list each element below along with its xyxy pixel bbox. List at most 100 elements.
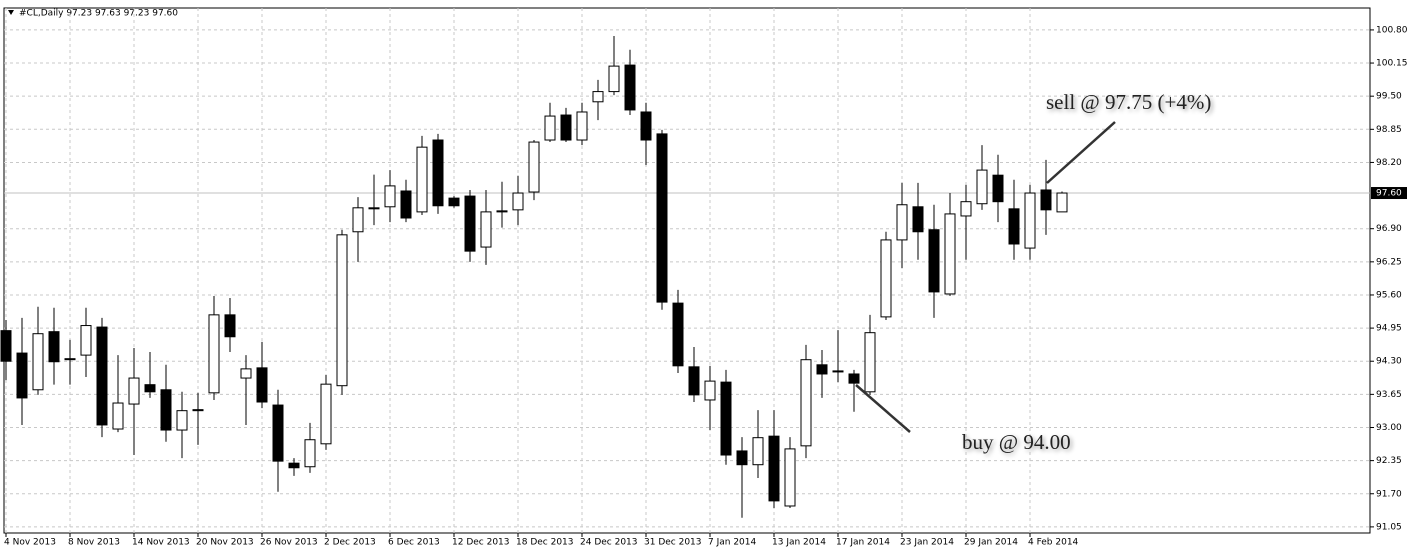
candle-body — [960, 201, 972, 217]
candle-body — [480, 211, 492, 248]
candle-body — [112, 402, 124, 430]
x-tick-label: 2 Dec 2013 — [324, 538, 376, 548]
candle-body — [272, 404, 284, 462]
candle-body — [976, 169, 988, 205]
x-tick-label: 12 Dec 2013 — [452, 538, 510, 548]
candle-body — [880, 239, 892, 318]
candle-body — [864, 332, 876, 393]
y-tick-label: 93.00 — [1376, 423, 1402, 433]
candle-body — [304, 439, 316, 468]
x-tick-label: 20 Nov 2013 — [196, 538, 254, 548]
candle-body — [1008, 208, 1020, 245]
y-tick-label: 95.60 — [1376, 290, 1402, 300]
x-tick-label: 24 Dec 2013 — [580, 538, 638, 548]
y-tick-label: 91.70 — [1376, 489, 1402, 499]
candle-body — [512, 192, 524, 211]
buy-arrow — [855, 384, 911, 433]
candle-body — [816, 364, 828, 375]
y-tick-label: 94.95 — [1376, 324, 1402, 334]
candle-body — [640, 111, 652, 141]
y-tick-label: 92.35 — [1376, 456, 1402, 466]
candle-body — [768, 435, 780, 502]
candle-body — [560, 114, 572, 141]
x-tick-label: 18 Dec 2013 — [516, 538, 574, 548]
candle-body — [416, 146, 428, 213]
candle-body — [240, 368, 252, 379]
candle-body — [576, 111, 588, 141]
candle-body — [288, 462, 300, 469]
candle-body — [224, 314, 236, 338]
y-tick-label: 98.85 — [1376, 125, 1402, 135]
candle-body — [176, 410, 188, 431]
candle-body — [624, 64, 636, 111]
candle-body — [336, 234, 348, 387]
candle-body — [928, 229, 940, 293]
y-tick-label: 91.05 — [1376, 522, 1402, 532]
x-tick-label: 17 Jan 2014 — [836, 538, 890, 548]
last-price-label: 97.60 — [1376, 189, 1402, 199]
x-tick-label: 4 Nov 2013 — [4, 538, 56, 548]
candle-body — [656, 133, 668, 303]
candle-body — [256, 367, 268, 403]
candle-body — [208, 314, 220, 394]
candle-body — [592, 91, 604, 103]
candle-body — [0, 330, 12, 362]
candle-body — [720, 381, 732, 456]
candle-body — [1040, 189, 1052, 211]
candle-body — [848, 373, 860, 384]
candle-body — [464, 195, 476, 252]
candle-body — [1056, 192, 1068, 213]
candle-body — [368, 207, 380, 210]
y-tick-label: 99.50 — [1376, 92, 1402, 102]
candle-body — [704, 380, 716, 401]
candle-body — [448, 197, 460, 207]
candle-body — [752, 437, 764, 466]
last-price-box — [1371, 187, 1407, 200]
menu-triangle — [8, 10, 14, 15]
x-tick-label: 31 Dec 2013 — [644, 538, 702, 548]
candle-body — [432, 139, 444, 207]
candle-body — [992, 174, 1004, 203]
x-tick-label: 8 Nov 2013 — [68, 538, 120, 548]
sell-annotation: sell @ 97.75 (+4%) — [1046, 90, 1211, 114]
candle-body — [128, 377, 140, 405]
candle-body — [800, 359, 812, 447]
y-tick-label: 98.20 — [1376, 158, 1402, 168]
x-tick-label: 4 Feb 2014 — [1028, 538, 1079, 548]
candle-body — [384, 185, 396, 208]
candle-body — [544, 115, 556, 141]
candle-body — [32, 333, 44, 391]
candle-body — [1024, 192, 1036, 249]
candle-body — [736, 450, 748, 466]
x-tick-label: 26 Nov 2013 — [260, 538, 318, 548]
candle-body — [352, 207, 364, 233]
plot-frame — [3, 7, 1371, 534]
candle-body — [528, 141, 540, 193]
candle-body — [96, 326, 108, 426]
candle-body — [944, 213, 956, 295]
candle-body — [896, 204, 908, 241]
candle-body — [784, 448, 796, 507]
candle-body — [64, 358, 76, 361]
sell-arrow — [1046, 121, 1116, 184]
candle-body — [672, 302, 684, 367]
y-tick-label: 93.65 — [1376, 390, 1402, 400]
y-tick-label: 94.30 — [1376, 357, 1402, 367]
candle-body — [688, 366, 700, 396]
candle-body — [912, 206, 924, 233]
candle-body — [80, 325, 92, 356]
candle-body — [400, 190, 412, 219]
x-tick-label: 29 Jan 2014 — [964, 538, 1018, 548]
candle-body — [608, 65, 620, 93]
candle-body — [144, 384, 156, 393]
x-tick-label: 14 Nov 2013 — [132, 538, 190, 548]
candle-body — [832, 370, 844, 373]
candle-body — [16, 352, 28, 399]
x-tick-label: 6 Dec 2013 — [388, 538, 440, 548]
x-tick-label: 23 Jan 2014 — [900, 538, 954, 548]
y-tick-label: 96.90 — [1376, 224, 1402, 234]
candle-body — [496, 210, 508, 213]
y-tick-label: 96.25 — [1376, 257, 1402, 267]
